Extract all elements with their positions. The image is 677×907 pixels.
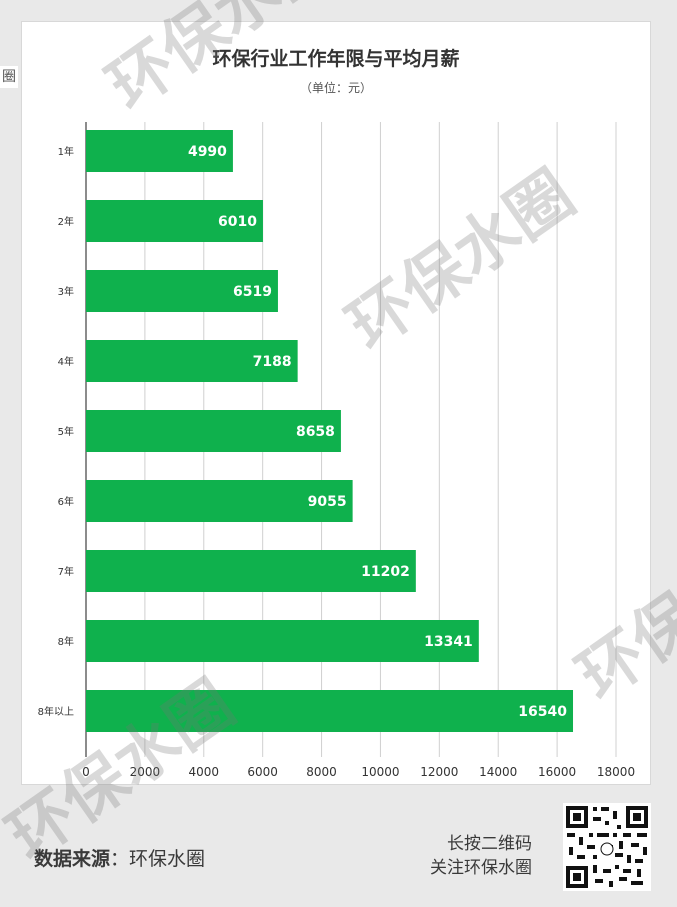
follow-cta: 长按二维码 关注环保水圈 xyxy=(380,832,532,880)
bar-value-label-6: 9055 xyxy=(308,494,347,510)
bar-value-label-7: 11202 xyxy=(361,564,410,580)
x-tick-label-14000: 14000 xyxy=(479,765,517,779)
category-label-7: 7年 xyxy=(58,565,74,578)
qr-code-graphic xyxy=(563,803,651,891)
chart-subtitle: （单位：元） xyxy=(299,81,372,95)
bar-2 xyxy=(86,200,263,242)
data-source: 数据来源：环保水圈 xyxy=(34,844,205,871)
bar-6 xyxy=(86,480,353,522)
x-tick-label-4000: 4000 xyxy=(189,765,220,779)
x-tick-label-16000: 16000 xyxy=(538,765,576,779)
side-edge-char: 圈 xyxy=(0,66,18,88)
data-source-sep: ： xyxy=(110,848,130,870)
bar-1 xyxy=(86,130,233,172)
bar-8 xyxy=(86,620,479,662)
qr-code-icon[interactable] xyxy=(563,803,651,891)
bar-value-label-9: 16540 xyxy=(518,704,567,720)
category-label-5: 5年 xyxy=(58,425,74,438)
bar-3 xyxy=(86,270,278,312)
bar-value-label-8: 13341 xyxy=(424,634,473,650)
bar-chart: 0 2000 4000 6000 8000 10000 12000 14000 16000 180… xyxy=(38,122,635,779)
category-label-2: 2年 xyxy=(58,215,74,228)
x-tick-label-8000: 8000 xyxy=(306,765,337,779)
x-tick-label-2000: 2000 xyxy=(130,765,161,779)
chart-title: 环保行业工作年限与平均月薪 xyxy=(212,48,460,70)
bar-5 xyxy=(86,410,341,452)
bar-value-label-4: 7188 xyxy=(253,354,292,370)
bar-value-label-3: 6519 xyxy=(233,284,272,300)
data-source-label: 数据来源 xyxy=(34,848,111,870)
category-label-6: 6年 xyxy=(58,495,74,508)
follow-cta-line2: 关注环保水圈 xyxy=(430,858,532,878)
x-tick-label-10000: 10000 xyxy=(361,765,399,779)
bar-value-label-1: 4990 xyxy=(188,144,227,160)
bar-9 xyxy=(86,690,574,732)
category-label-3: 3年 xyxy=(58,285,74,298)
category-label-9: 8年以上 xyxy=(38,705,74,718)
bar-4 xyxy=(86,340,298,382)
x-tick-label-6000: 6000 xyxy=(247,765,278,779)
bar-7 xyxy=(86,550,416,592)
x-tick-label-18000: 18000 xyxy=(597,765,635,779)
category-label-4: 4年 xyxy=(58,355,74,368)
x-tick-label-12000: 12000 xyxy=(420,765,458,779)
follow-cta-line1: 长按二维码 xyxy=(447,834,532,854)
bar-value-label-5: 8658 xyxy=(296,424,335,440)
bar-value-label-2: 6010 xyxy=(218,214,257,230)
category-label-1: 1年 xyxy=(58,145,74,158)
chart-card: 环保行业工作年限与平均月薪 （单位：元） 0 2000 4000 6000 8000 10… xyxy=(21,21,651,785)
data-source-value: 环保水圈 xyxy=(129,848,206,870)
x-tick-label-0: 0 xyxy=(82,765,90,779)
category-label-8: 8年 xyxy=(58,635,74,648)
